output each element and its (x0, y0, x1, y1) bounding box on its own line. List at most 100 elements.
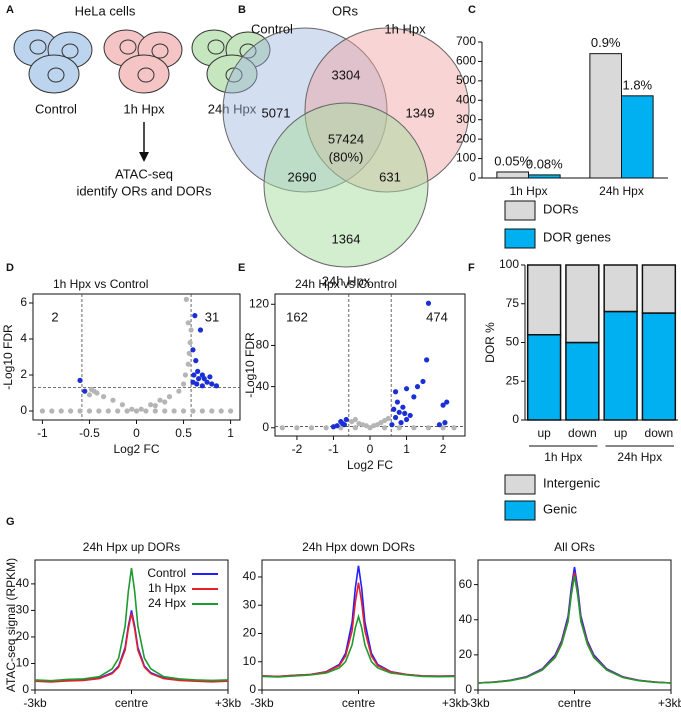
point (227, 408, 234, 414)
plot-frame (34, 559, 229, 691)
point (323, 425, 329, 431)
point (444, 399, 450, 405)
point (176, 388, 182, 394)
point (68, 408, 74, 414)
point (100, 394, 107, 400)
chart-title: 1h Hpx vs Control (53, 277, 148, 291)
point (152, 403, 158, 409)
point (425, 425, 432, 431)
point (180, 408, 187, 414)
x-tick-label: -0.5 (79, 426, 100, 440)
x-tick-label: centre (115, 696, 149, 710)
cell-cluster (13, 29, 93, 94)
panel-label: B (238, 4, 246, 16)
point (77, 377, 83, 383)
point (143, 408, 149, 414)
y-tick-label: 20 (459, 647, 473, 661)
point (425, 300, 432, 306)
chart-title: 24h Hpx vs Control (295, 277, 397, 291)
legend-swatch (504, 474, 536, 495)
point (195, 368, 201, 374)
point (86, 392, 93, 398)
point (186, 350, 192, 356)
y-tick-label: 20 (16, 629, 30, 643)
point (190, 408, 196, 414)
x-tick-label: 0.5 (175, 426, 192, 440)
point (162, 399, 168, 405)
point (396, 425, 402, 431)
point (105, 408, 111, 414)
bar (528, 174, 561, 179)
signal-line (34, 612, 229, 683)
point (39, 408, 46, 414)
cell-cluster (103, 29, 183, 94)
point (183, 296, 189, 302)
y-axis-label: -Log10 FDR (1, 324, 15, 390)
point (86, 408, 93, 414)
point (407, 412, 413, 419)
venn-count: (80%) (329, 149, 364, 164)
y-tick-label: 30 (243, 597, 257, 611)
legend-swatch (504, 200, 536, 221)
signal-line (34, 610, 229, 683)
point (411, 425, 417, 431)
y-tick-label: 0 (262, 420, 269, 434)
point (191, 372, 197, 378)
bar-segment (603, 310, 638, 421)
point (199, 408, 205, 414)
panel-label: F (468, 262, 475, 274)
x-tick-label: -2 (292, 442, 303, 456)
plot-frame (261, 559, 456, 691)
panel-label: A (6, 4, 14, 16)
legend-swatch (504, 500, 536, 521)
legend-label: 1h Hpx (148, 581, 186, 595)
point (374, 422, 380, 428)
y-tick-label: 40 (459, 612, 473, 626)
signal-line (261, 582, 456, 678)
point (204, 379, 210, 385)
chart-title: 24h Hpx down DORs (302, 540, 415, 554)
diagram-title: HeLa cells (75, 3, 136, 18)
x-tick-label: 1 (403, 442, 410, 456)
point (119, 402, 125, 408)
legend-label: 24 Hpx (148, 596, 186, 610)
x-tick-label: +3kb (215, 696, 242, 710)
count-label: 162 (286, 309, 308, 324)
x-tick-label: +3kb (658, 696, 681, 710)
y-tick-label: 80 (256, 338, 270, 352)
point (442, 420, 448, 426)
point (162, 408, 168, 414)
y-tick-label: 2 (20, 367, 27, 381)
y-tick-label: 0 (20, 403, 27, 417)
x-tick-label: 0 (133, 426, 140, 440)
point (185, 361, 191, 367)
x-axis-label: Log2 FC (347, 458, 393, 472)
count-label: 31 (205, 309, 219, 324)
signal-line (261, 613, 456, 678)
point (190, 347, 196, 353)
x-tick-label: +3kb (442, 696, 469, 710)
x-tick-label: centre (558, 696, 592, 710)
y-tick-label: 0 (465, 682, 472, 696)
panel-label: E (238, 262, 245, 274)
y-tick-label: 0 (249, 682, 256, 696)
method-label: ATAC-seq (115, 166, 173, 181)
signal-line (261, 565, 456, 678)
point (190, 379, 196, 385)
bar (589, 53, 623, 179)
y-tick-label: 50 (506, 335, 520, 349)
chart-title: 24h Hpx up DORs (83, 540, 180, 554)
cell-label: 1h Hpx (123, 101, 165, 116)
y-tick-label: 10 (16, 656, 30, 670)
point (185, 320, 191, 326)
y-tick-label: 700 (456, 34, 476, 48)
panel-label: G (6, 516, 15, 528)
group-label: 1h Hpx (544, 450, 582, 464)
point (389, 422, 395, 428)
point (343, 416, 349, 423)
x-tick-label: 2 (440, 442, 447, 456)
point (308, 425, 315, 431)
x-axis-label: Log2 FC (113, 442, 159, 456)
x-tick-label: down (645, 426, 674, 440)
signal-line (34, 567, 229, 682)
